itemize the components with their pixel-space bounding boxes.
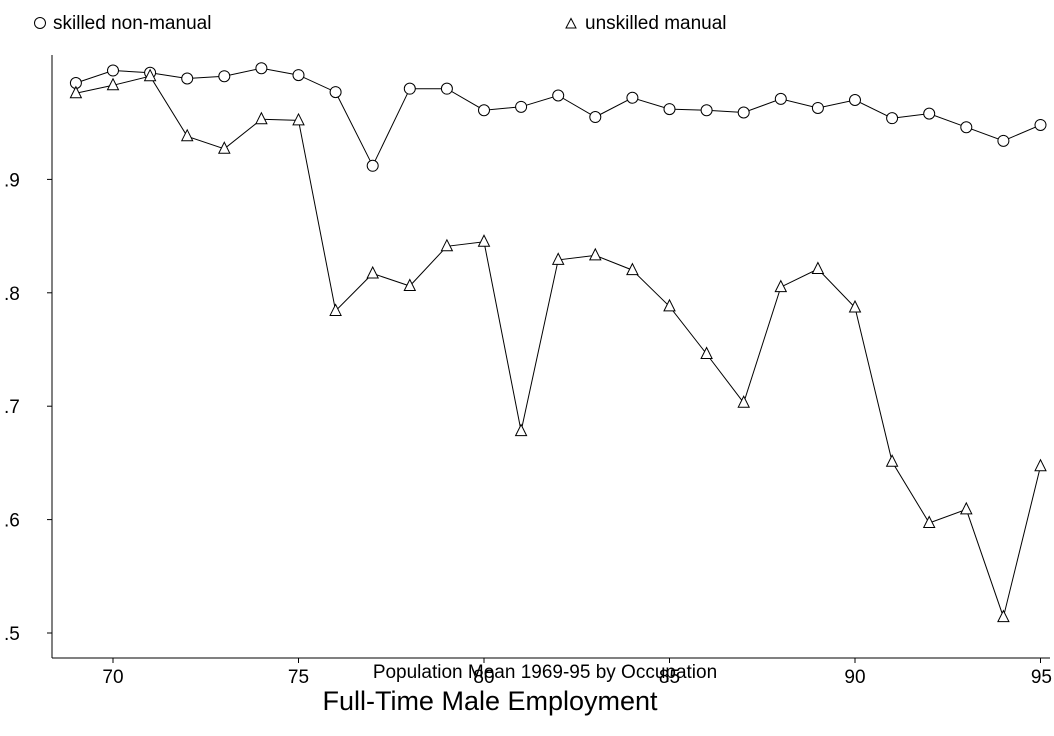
- data-point-unskilled-manual: [217, 141, 231, 154]
- data-point-unskilled-manual: [997, 609, 1010, 623]
- y-tick-label: .8: [4, 284, 20, 305]
- data-point-skilled-non-manual: [440, 82, 453, 95]
- data-point-unskilled-manual: [403, 278, 417, 291]
- y-tick-label: .6: [4, 511, 20, 532]
- legend-marker-unskilled-manual: [565, 17, 577, 29]
- series-line-unskilled-manual: [75, 75, 1041, 619]
- data-point-unskilled-manual: [366, 265, 380, 279]
- data-point-unskilled-manual: [143, 68, 157, 82]
- y-axis-ticks: .5 .6 .7 .8 .9: [4, 170, 52, 645]
- data-point-unskilled-manual: [588, 247, 602, 261]
- data-point-skilled-non-manual: [737, 106, 750, 119]
- data-point-unskilled-manual: [885, 454, 899, 467]
- y-tick-label: .7: [4, 397, 20, 418]
- data-point-unskilled-manual: [700, 346, 713, 360]
- legend: skilled non-manual unskilled manual: [34, 13, 727, 34]
- data-point-unskilled-manual: [514, 423, 528, 437]
- data-point-skilled-non-manual: [292, 69, 305, 82]
- data-point-unskilled-manual: [774, 279, 788, 293]
- legend-marker-skilled-non-manual: [34, 17, 46, 29]
- y-tick-label: .9: [4, 170, 20, 191]
- data-point-skilled-non-manual: [515, 100, 528, 113]
- plot-series: [69, 62, 1047, 623]
- legend-label-unskilled-manual: unskilled manual: [585, 13, 727, 34]
- data-point-skilled-non-manual: [886, 112, 899, 125]
- data-point-skilled-non-manual: [478, 104, 490, 117]
- data-point-skilled-non-manual: [403, 82, 416, 95]
- data-point-skilled-non-manual: [811, 101, 824, 114]
- data-point-unskilled-manual: [477, 234, 491, 247]
- data-point-skilled-non-manual: [923, 107, 936, 120]
- data-point-skilled-non-manual: [626, 91, 639, 104]
- x-axis-ticks: 70 75 80 85 90 95: [102, 658, 1052, 688]
- x-tick-label: 80: [473, 667, 494, 688]
- data-point-unskilled-manual: [440, 238, 454, 252]
- data-point-unskilled-manual: [1034, 458, 1047, 472]
- data-point-unskilled-manual: [626, 262, 639, 276]
- data-point-skilled-non-manual: [589, 111, 602, 124]
- x-tick-label: 70: [102, 667, 123, 688]
- x-tick-label: 90: [844, 667, 865, 688]
- chart-subtitle: Population Mean 1969-95 by Occupation: [373, 662, 717, 683]
- data-point-unskilled-manual: [255, 111, 268, 125]
- x-tick-label: 95: [1031, 667, 1052, 688]
- data-point-skilled-non-manual: [181, 72, 194, 85]
- x-tick-label: 85: [659, 667, 680, 688]
- data-point-unskilled-manual: [848, 299, 862, 313]
- data-point-skilled-non-manual: [329, 86, 342, 99]
- data-point-unskilled-manual: [922, 515, 936, 529]
- chart-title: Full-Time Male Employment: [322, 686, 658, 716]
- data-point-skilled-non-manual: [218, 70, 231, 83]
- data-point-unskilled-manual: [292, 112, 305, 126]
- data-point-unskilled-manual: [329, 303, 342, 316]
- data-point-unskilled-manual: [811, 261, 825, 274]
- y-tick-label: .5: [4, 624, 20, 645]
- data-point-unskilled-manual: [180, 128, 194, 142]
- data-point-skilled-non-manual: [700, 104, 713, 117]
- legend-label-skilled-non-manual: skilled non-manual: [53, 13, 211, 34]
- data-point-unskilled-manual: [663, 298, 676, 312]
- data-point-unskilled-manual: [69, 85, 83, 99]
- data-point-skilled-non-manual: [255, 62, 268, 75]
- data-point-skilled-non-manual: [1034, 118, 1047, 131]
- data-point-unskilled-manual: [551, 252, 565, 265]
- data-point-skilled-non-manual: [552, 89, 565, 102]
- data-point-skilled-non-manual: [663, 103, 676, 116]
- x-tick-label: 75: [288, 667, 309, 688]
- data-point-unskilled-manual: [106, 77, 120, 91]
- data-point-unskilled-manual: [737, 395, 751, 408]
- data-point-skilled-non-manual: [774, 92, 787, 105]
- data-point-skilled-non-manual: [849, 94, 861, 107]
- data-point-unskilled-manual: [959, 501, 973, 515]
- data-point-skilled-non-manual: [366, 159, 379, 172]
- data-point-skilled-non-manual: [997, 134, 1010, 147]
- data-point-skilled-non-manual: [960, 121, 973, 134]
- data-point-skilled-non-manual: [107, 64, 119, 77]
